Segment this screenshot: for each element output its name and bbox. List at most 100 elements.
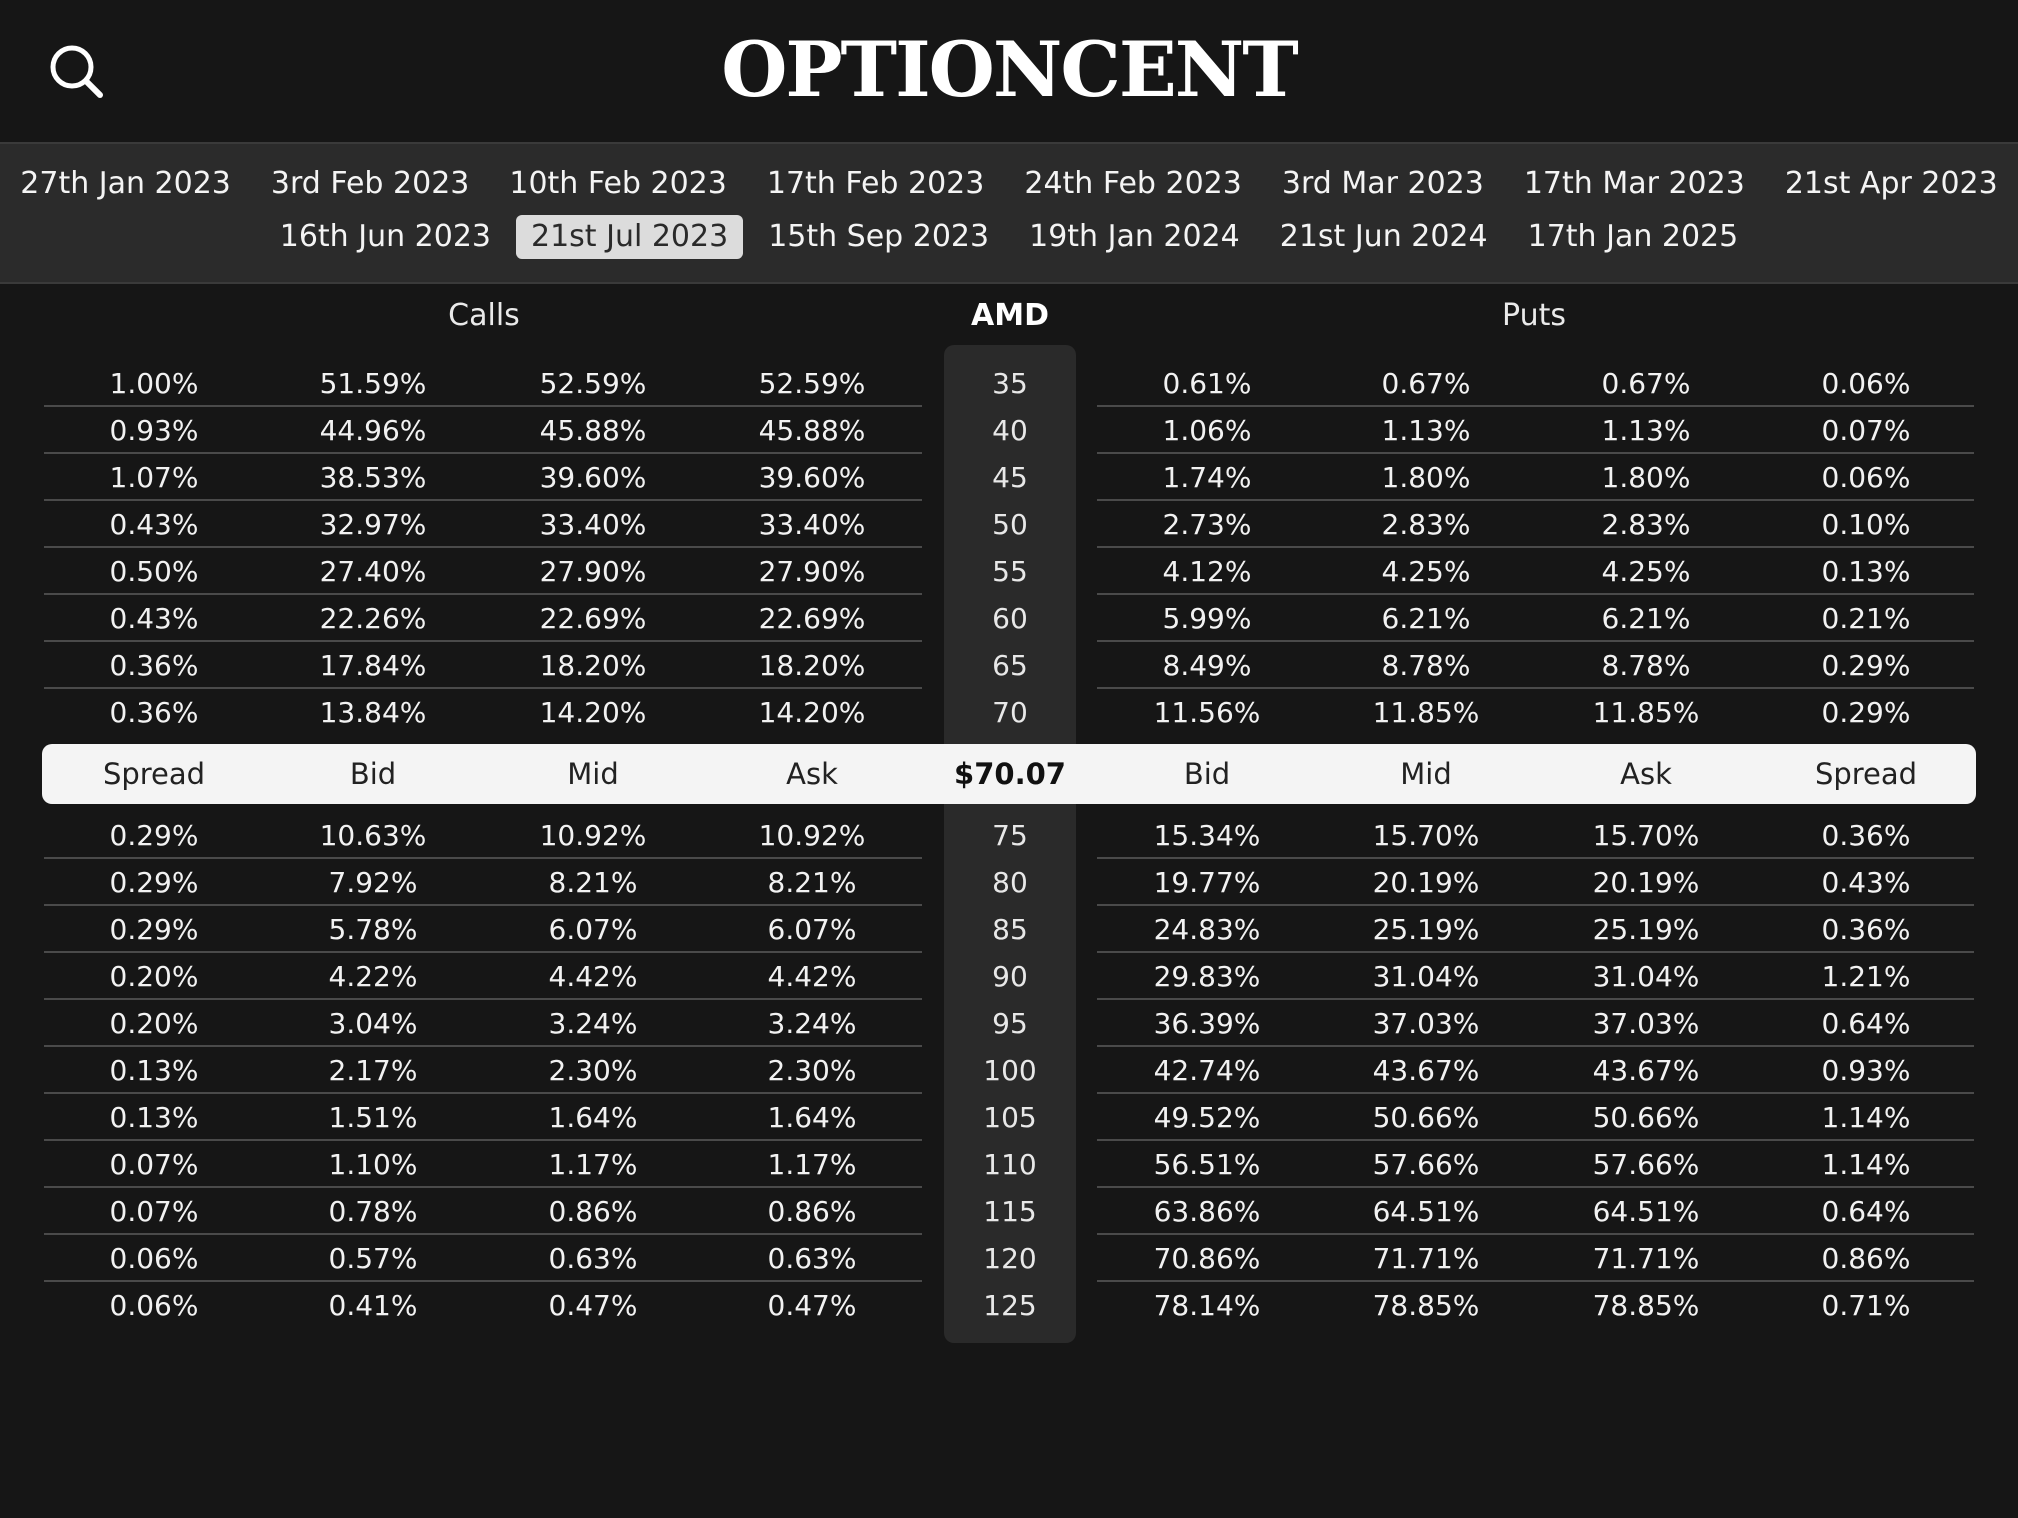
table-row[interactable]: 0.07% 0.78% 0.86% 0.86% 115 63.86% 64.51% 64.51… bbox=[0, 1188, 2018, 1235]
put-ask-cell: 20.19% bbox=[1592, 866, 1700, 899]
strike-column bbox=[944, 345, 1076, 1343]
put-ask-cell: 6.21% bbox=[1601, 602, 1691, 635]
table-row[interactable]: 0.13% 2.17% 2.30% 2.30% 100 42.74% 43.67% 43.67… bbox=[0, 1047, 2018, 1094]
call-bid-cell: 22.26% bbox=[319, 602, 427, 635]
row-divider bbox=[44, 593, 922, 595]
expiry-date-tab[interactable]: 16th Jun 2023 bbox=[279, 219, 491, 254]
row-divider bbox=[1097, 405, 1974, 407]
rows-above-price: 1.00% 51.59% 52.59% 52.59% 35 0.61% 0.67% 0.67%… bbox=[0, 360, 2018, 736]
search-button[interactable] bbox=[42, 38, 112, 108]
expiry-date-tab[interactable]: 17th Feb 2023 bbox=[766, 166, 985, 201]
row-divider bbox=[1097, 1092, 1974, 1094]
call-mid-cell: 3.24% bbox=[548, 1007, 638, 1040]
row-divider bbox=[44, 998, 922, 1000]
expiry-date-tab[interactable]: 17th Jan 2025 bbox=[1527, 219, 1739, 254]
call-ask-cell: 0.47% bbox=[767, 1289, 857, 1322]
calls-column-header-spread: Spread bbox=[102, 757, 206, 791]
table-row[interactable]: 1.00% 51.59% 52.59% 52.59% 35 0.61% 0.67% 0.67%… bbox=[0, 360, 2018, 407]
expiry-date-tab[interactable]: 15th Sep 2023 bbox=[768, 219, 990, 254]
call-mid-cell: 1.64% bbox=[548, 1101, 638, 1134]
table-row[interactable]: 0.29% 10.63% 10.92% 10.92% 75 15.34% 15.70% 15.… bbox=[0, 812, 2018, 859]
row-divider bbox=[44, 640, 922, 642]
strike-price-cell: 95 bbox=[992, 1007, 1028, 1040]
strike-price-cell: 90 bbox=[992, 960, 1028, 993]
row-divider bbox=[44, 546, 922, 548]
ticker-label: AMD bbox=[971, 298, 1049, 333]
expiry-date-tab[interactable]: 21st Jun 2024 bbox=[1279, 219, 1488, 254]
put-mid-cell: 71.71% bbox=[1372, 1242, 1480, 1275]
row-divider bbox=[1097, 857, 1974, 859]
call-mid-cell: 33.40% bbox=[539, 508, 647, 541]
call-mid-cell: 6.07% bbox=[548, 913, 638, 946]
table-row[interactable]: 0.43% 32.97% 33.40% 33.40% 50 2.73% 2.83% 2.83%… bbox=[0, 501, 2018, 548]
calls-column-header-ask: Ask bbox=[786, 757, 838, 791]
put-spread-cell: 0.64% bbox=[1821, 1195, 1911, 1228]
table-row[interactable]: 0.36% 13.84% 14.20% 14.20% 70 11.56% 11.85% 11.… bbox=[0, 689, 2018, 736]
table-row[interactable]: 0.07% 1.10% 1.17% 1.17% 110 56.51% 57.66% 57.66… bbox=[0, 1141, 2018, 1188]
call-mid-cell: 22.69% bbox=[539, 602, 647, 635]
put-mid-cell: 57.66% bbox=[1372, 1148, 1480, 1181]
table-row[interactable]: 0.43% 22.26% 22.69% 22.69% 60 5.99% 6.21% 6.21%… bbox=[0, 595, 2018, 642]
put-spread-cell: 0.07% bbox=[1821, 414, 1911, 447]
expiry-date-tab[interactable]: 17th Mar 2023 bbox=[1523, 166, 1745, 201]
strike-price-cell: 45 bbox=[992, 461, 1028, 494]
table-row[interactable]: 0.06% 0.57% 0.63% 0.63% 120 70.86% 71.71% 71.71… bbox=[0, 1235, 2018, 1282]
table-row[interactable]: 0.20% 3.04% 3.24% 3.24% 95 36.39% 37.03% 37.03%… bbox=[0, 1000, 2018, 1047]
table-row[interactable]: 0.13% 1.51% 1.64% 1.64% 105 49.52% 50.66% 50.66… bbox=[0, 1094, 2018, 1141]
put-ask-cell: 8.78% bbox=[1601, 649, 1691, 682]
expiry-date-tab[interactable]: 3rd Feb 2023 bbox=[270, 166, 470, 201]
expiry-date-tab[interactable]: 19th Jan 2024 bbox=[1029, 219, 1240, 254]
table-row[interactable]: 0.29% 5.78% 6.07% 6.07% 85 24.83% 25.19% 25.19%… bbox=[0, 906, 2018, 953]
put-spread-cell: 0.64% bbox=[1821, 1007, 1911, 1040]
call-spread-cell: 0.29% bbox=[109, 866, 199, 899]
call-ask-cell: 18.20% bbox=[758, 649, 866, 682]
call-spread-cell: 0.13% bbox=[109, 1101, 199, 1134]
table-row[interactable]: 0.06% 0.41% 0.47% 0.47% 125 78.14% 78.85% 78.85… bbox=[0, 1282, 2018, 1329]
call-ask-cell: 27.90% bbox=[758, 555, 866, 588]
expiry-date-tab[interactable]: 21st Jul 2023 bbox=[516, 215, 744, 259]
put-bid-cell: 63.86% bbox=[1153, 1195, 1261, 1228]
put-spread-cell: 0.21% bbox=[1821, 602, 1911, 635]
row-divider bbox=[1097, 499, 1974, 501]
expiry-date-tab[interactable]: 24th Feb 2023 bbox=[1024, 166, 1242, 201]
expiry-date-row-2: 16th Jun 2023 21st Jul 2023 15th Sep 2023 1… bbox=[0, 215, 2018, 259]
put-ask-cell: 57.66% bbox=[1592, 1148, 1700, 1181]
table-row[interactable]: 0.20% 4.22% 4.42% 4.42% 90 29.83% 31.04% 31.04%… bbox=[0, 953, 2018, 1000]
put-ask-cell: 1.80% bbox=[1601, 461, 1691, 494]
strike-price-cell: 125 bbox=[983, 1289, 1037, 1322]
put-ask-cell: 2.83% bbox=[1601, 508, 1691, 541]
row-divider bbox=[1097, 951, 1974, 953]
put-mid-cell: 25.19% bbox=[1372, 913, 1480, 946]
row-divider bbox=[44, 1092, 922, 1094]
row-divider bbox=[1097, 904, 1974, 906]
table-row[interactable]: 0.50% 27.40% 27.90% 27.90% 55 4.12% 4.25% 4.25%… bbox=[0, 548, 2018, 595]
expiry-date-tab[interactable]: 10th Feb 2023 bbox=[509, 166, 727, 201]
row-divider bbox=[1097, 452, 1974, 454]
call-mid-cell: 39.60% bbox=[539, 461, 647, 494]
table-row[interactable]: 1.07% 38.53% 39.60% 39.60% 45 1.74% 1.80% 1.80%… bbox=[0, 454, 2018, 501]
call-spread-cell: 0.93% bbox=[109, 414, 199, 447]
call-bid-cell: 1.51% bbox=[328, 1101, 418, 1134]
put-mid-cell: 20.19% bbox=[1372, 866, 1480, 899]
put-ask-cell: 78.85% bbox=[1592, 1289, 1700, 1322]
put-spread-cell: 0.10% bbox=[1821, 508, 1911, 541]
row-divider bbox=[44, 1186, 922, 1188]
call-spread-cell: 1.07% bbox=[109, 461, 199, 494]
table-row[interactable]: 0.93% 44.96% 45.88% 45.88% 40 1.06% 1.13% 1.13%… bbox=[0, 407, 2018, 454]
expiry-date-tab[interactable]: 3rd Mar 2023 bbox=[1281, 166, 1484, 201]
app-logo[interactable]: OPTIONCENT bbox=[721, 25, 1299, 114]
put-mid-cell: 15.70% bbox=[1372, 819, 1480, 852]
put-bid-cell: 11.56% bbox=[1153, 696, 1261, 729]
expiry-date-tab[interactable]: 21st Apr 2023 bbox=[1784, 166, 1998, 201]
strike-price-cell: 75 bbox=[992, 819, 1028, 852]
expiry-date-tab[interactable]: 27th Jan 2023 bbox=[20, 166, 231, 201]
table-row[interactable]: 0.36% 17.84% 18.20% 18.20% 65 8.49% 8.78% 8.78%… bbox=[0, 642, 2018, 689]
put-bid-cell: 70.86% bbox=[1153, 1242, 1261, 1275]
call-spread-cell: 0.36% bbox=[109, 649, 199, 682]
call-ask-cell: 6.07% bbox=[767, 913, 857, 946]
put-bid-cell: 2.73% bbox=[1162, 508, 1252, 541]
call-spread-cell: 0.50% bbox=[109, 555, 199, 588]
put-spread-cell: 0.36% bbox=[1821, 819, 1911, 852]
put-mid-cell: 1.80% bbox=[1381, 461, 1471, 494]
table-row[interactable]: 0.29% 7.92% 8.21% 8.21% 80 19.77% 20.19% 20.19%… bbox=[0, 859, 2018, 906]
